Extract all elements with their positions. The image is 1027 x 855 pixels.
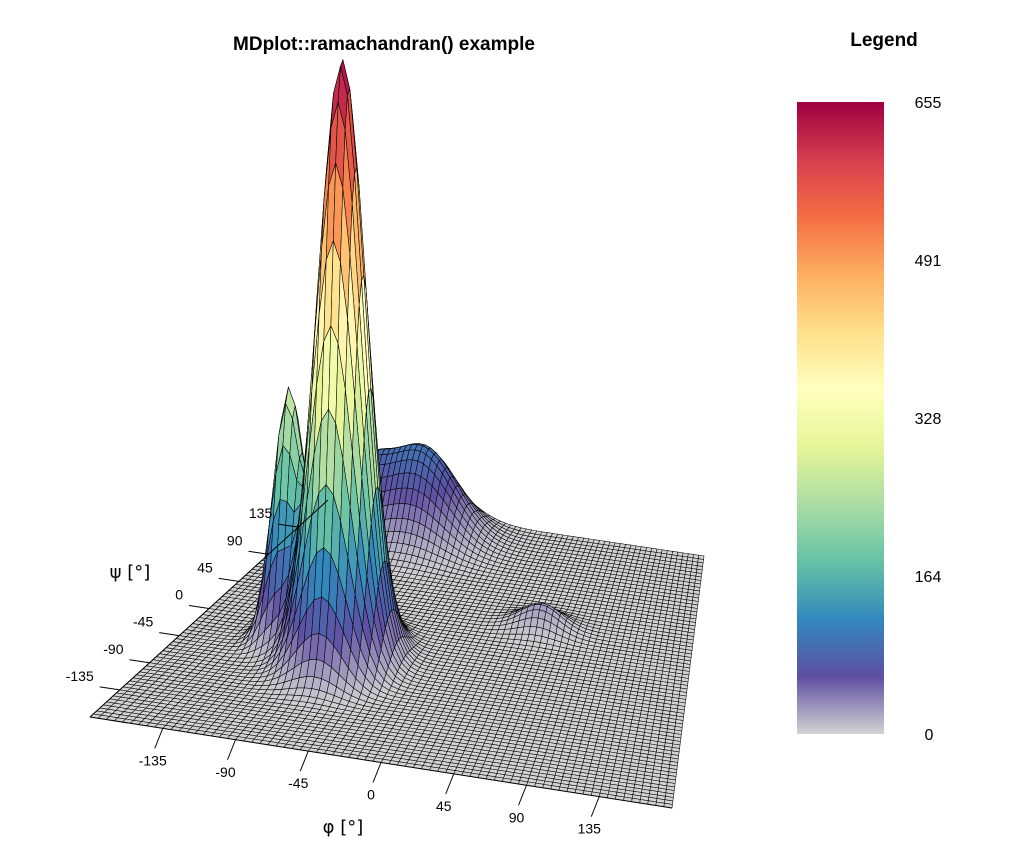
- chart-title: MDplot::ramachandran() example: [233, 34, 535, 55]
- surface-mesh: [89, 58, 705, 809]
